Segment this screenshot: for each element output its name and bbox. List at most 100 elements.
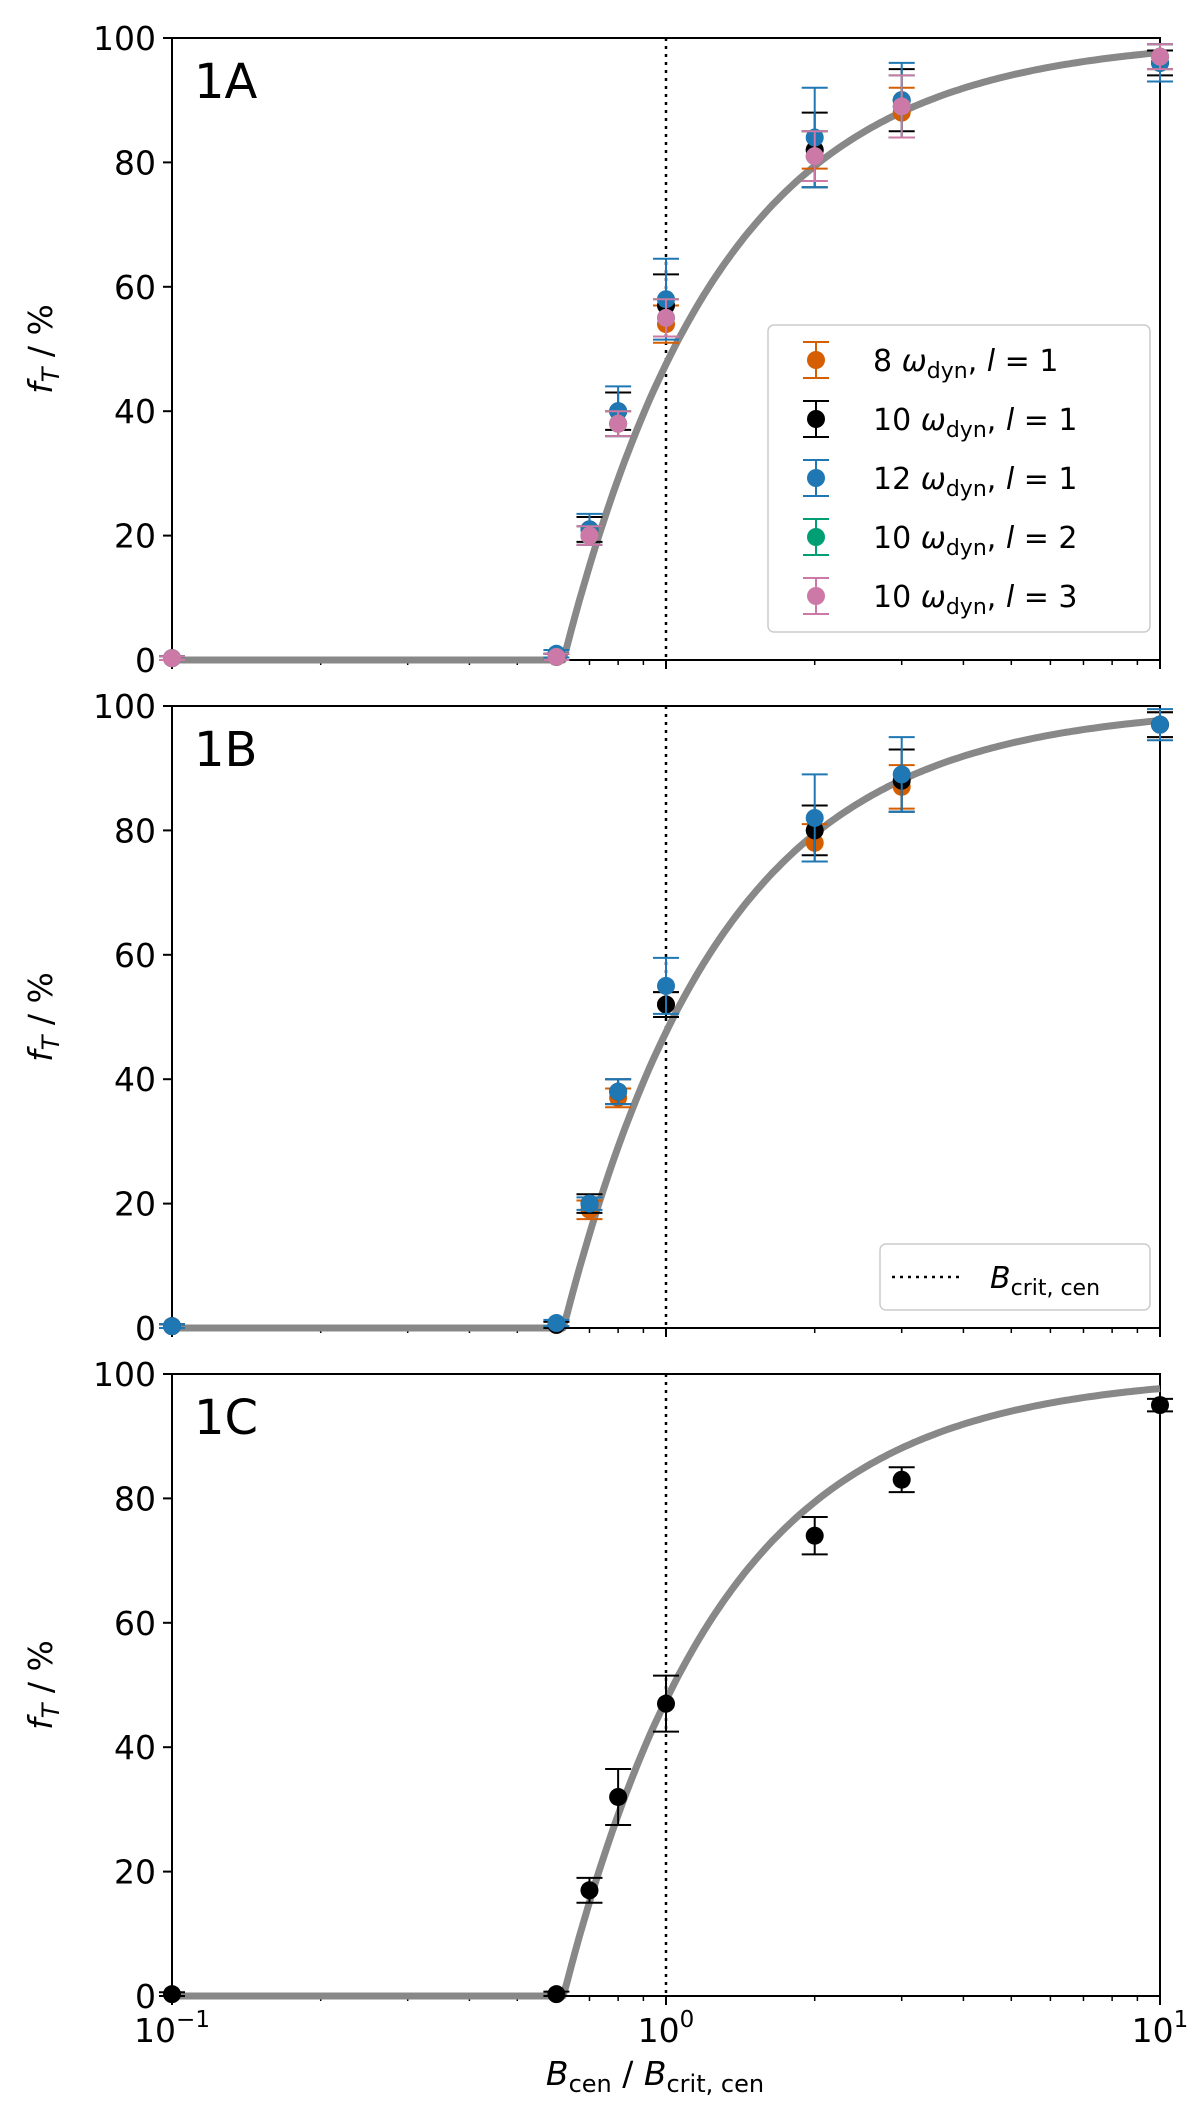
y-tick-label: 0 xyxy=(135,1977,156,2016)
y-tick-label: 60 xyxy=(114,936,156,975)
data-point xyxy=(609,1082,628,1101)
legend-entry-label: 10 ωdyn, l = 3 xyxy=(873,580,1078,620)
y-tick-label: 40 xyxy=(114,392,156,431)
data-point xyxy=(163,1985,181,2004)
data-point xyxy=(580,1194,599,1213)
legend-sub: dyn xyxy=(927,359,968,384)
y-tick-label: 80 xyxy=(114,1479,156,1518)
legend-sub: dyn xyxy=(946,477,987,502)
x-tick-label: 100 xyxy=(638,2007,695,2050)
legend-critical: Bcrit, cen xyxy=(879,1243,1151,1311)
legend-entry-label: 10 ωdyn, l = 1 xyxy=(873,403,1078,443)
legend-comma: , xyxy=(987,403,1006,438)
legend-comma: , xyxy=(987,462,1006,497)
legend-l: l xyxy=(1006,403,1015,438)
legend-l: l xyxy=(1006,580,1015,615)
series-0 xyxy=(159,711,1173,1336)
y-axis-label: fT / % xyxy=(21,1640,65,1730)
data-point xyxy=(657,1694,675,1713)
x-axis-label-main: B xyxy=(546,2054,569,2093)
data-point xyxy=(805,1526,824,1545)
y-axis-label: fT / % xyxy=(21,972,65,1062)
data-point xyxy=(580,1881,599,1900)
data-point xyxy=(892,97,911,116)
legend-sub: dyn xyxy=(946,536,987,561)
x-axis-label-den-sub: crit, cen xyxy=(666,2070,764,2098)
panel-label: 1C xyxy=(194,1390,258,1446)
data-point xyxy=(580,526,599,545)
legend-entry-label: 8 ωdyn, l = 1 xyxy=(873,344,1058,384)
series-4 xyxy=(159,43,1173,668)
data-point xyxy=(1151,47,1169,66)
model-curve xyxy=(172,717,1161,1332)
data-point xyxy=(609,1787,628,1806)
legend-omega: ω xyxy=(921,521,946,556)
y-tick-label: 0 xyxy=(135,1309,156,1348)
data-point xyxy=(1151,1396,1169,1415)
y-tick-label: 80 xyxy=(114,143,156,182)
y-axis-label-sub: T xyxy=(37,1701,65,1718)
series-2 xyxy=(159,708,1173,1336)
legend-comma: , xyxy=(968,344,987,379)
series-1 xyxy=(159,711,1173,1336)
y-axis-label-rest: / % xyxy=(21,304,60,367)
y-tick-label: 20 xyxy=(114,1853,156,1892)
legend-eq: = 1 xyxy=(1014,462,1077,497)
data-point xyxy=(547,647,566,666)
data-point xyxy=(163,649,181,668)
legend-entry-label: 10 ωdyn, l = 2 xyxy=(873,521,1078,561)
legend-omega: ω xyxy=(921,403,946,438)
panel-1B: 0 20 40 60 80 100 fT / % 1B Bcrit, cen xyxy=(21,687,1173,1348)
legend-omega: ω xyxy=(921,580,946,615)
y-tick-label: 40 xyxy=(114,1728,156,1767)
data-point xyxy=(1151,715,1169,734)
data-point xyxy=(609,414,628,433)
x-tick-label-base: 10 xyxy=(134,2011,176,2050)
x-axis-label-main-sub: cen xyxy=(569,2070,612,2098)
y-axis-label-sub: T xyxy=(37,365,65,382)
panel-label: 1B xyxy=(194,722,257,778)
legend-num: 10 xyxy=(873,403,921,438)
legend-marker xyxy=(807,587,825,605)
data-point xyxy=(805,808,824,827)
y-tick-label: 20 xyxy=(114,517,156,556)
y-axis-label: fT / % xyxy=(21,304,65,394)
legend-marker xyxy=(807,351,825,369)
x-tick-label-exp: −1 xyxy=(176,2007,210,2033)
legend-l: l xyxy=(987,344,996,379)
data-point xyxy=(547,1985,566,2004)
legend-box xyxy=(879,1243,1151,1311)
x-tick-label: 101 xyxy=(1132,2007,1189,2050)
data-point xyxy=(892,765,911,784)
legend-sub: dyn xyxy=(946,595,987,620)
legend-num: 10 xyxy=(873,521,921,556)
x-tick-label-base: 10 xyxy=(638,2011,680,2050)
legend-num: 12 xyxy=(873,462,921,497)
legend-sub: dyn xyxy=(946,418,987,443)
data-point xyxy=(657,976,675,995)
legend-series: 8 ωdyn, l = 110 ωdyn, l = 112 ωdyn, l = … xyxy=(767,324,1151,633)
series-0 xyxy=(159,1396,1173,2004)
data-point xyxy=(547,1314,566,1333)
legend-entry-label: 12 ωdyn, l = 1 xyxy=(873,462,1078,502)
legend-eq: = 1 xyxy=(1014,403,1077,438)
legend-omega: ω xyxy=(921,462,946,497)
x-tick-label-exp: 0 xyxy=(680,2007,695,2033)
model-curve xyxy=(172,49,1161,664)
panel-label: 1A xyxy=(194,54,258,110)
x-tick-label-base: 10 xyxy=(1132,2011,1174,2050)
data-point xyxy=(805,147,824,166)
legend-marker xyxy=(807,528,825,546)
y-tick-label: 20 xyxy=(114,1185,156,1224)
y-axis-label-rest: / % xyxy=(21,972,60,1035)
legend-box xyxy=(767,324,1151,633)
legend-num: 8 xyxy=(873,344,902,379)
legend-comma: , xyxy=(987,580,1006,615)
legend-eq: = 2 xyxy=(1014,521,1077,556)
data-point xyxy=(163,1317,181,1336)
x-axis-label-sep: / xyxy=(612,2054,644,2093)
y-axis-label-sub: T xyxy=(37,1033,65,1050)
